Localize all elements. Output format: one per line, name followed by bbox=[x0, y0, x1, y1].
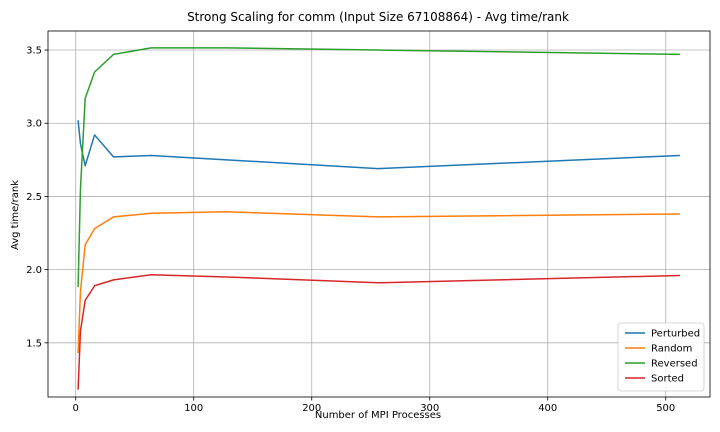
legend-label: Random bbox=[651, 344, 692, 355]
chart-title: Strong Scaling for comm (Input Size 6710… bbox=[187, 10, 569, 24]
legend-box bbox=[617, 322, 705, 392]
y-tick-label: 2.0 bbox=[26, 265, 42, 276]
legend-label: Perturbed bbox=[651, 329, 700, 340]
axis-ticks: 0 100 200 300 400 500 1.5 2.0 2.5 3.0 3.5 bbox=[26, 46, 675, 414]
legend: Perturbed Random Reversed Sorted bbox=[617, 322, 705, 392]
series-line-sorted bbox=[77, 274, 680, 390]
y-tick-label: 3.0 bbox=[26, 119, 42, 130]
series-line-random bbox=[77, 211, 680, 354]
legend-label: Sorted bbox=[651, 374, 684, 385]
x-tick-label: 500 bbox=[656, 403, 675, 414]
y-tick-label: 2.5 bbox=[26, 192, 42, 203]
plot-frame bbox=[47, 30, 711, 398]
x-tick-label: 100 bbox=[184, 403, 203, 414]
x-tick-label: 200 bbox=[302, 403, 321, 414]
x-tick-label: 400 bbox=[538, 403, 557, 414]
x-axis-label: Number of MPI Processes bbox=[315, 410, 441, 421]
y-tick-label: 3.5 bbox=[26, 46, 42, 57]
series-line-reversed bbox=[77, 47, 680, 288]
y-axis-label: Avg time/rank bbox=[10, 180, 21, 250]
y-tick-label: 1.5 bbox=[26, 338, 42, 349]
x-tick-label: 0 bbox=[73, 403, 79, 414]
series-lines bbox=[77, 47, 680, 390]
legend-label: Reversed bbox=[651, 359, 698, 370]
x-tick-label: 300 bbox=[420, 403, 439, 414]
